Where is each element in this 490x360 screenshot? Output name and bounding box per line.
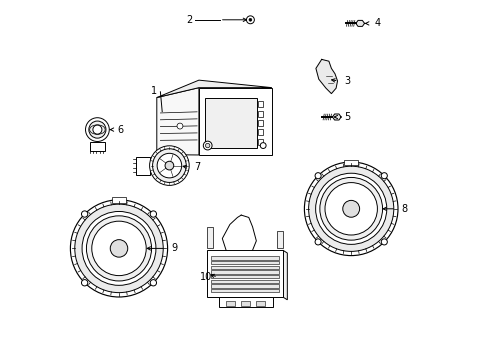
Bar — [199, 88, 272, 155]
Text: 8: 8 — [402, 204, 408, 214]
Circle shape — [315, 173, 321, 179]
Circle shape — [203, 141, 212, 150]
Polygon shape — [316, 59, 338, 94]
Circle shape — [81, 211, 88, 217]
Bar — [226, 301, 235, 306]
Bar — [207, 227, 213, 248]
Circle shape — [309, 166, 394, 251]
Circle shape — [381, 173, 387, 179]
Circle shape — [71, 200, 168, 297]
Circle shape — [177, 123, 183, 129]
Circle shape — [150, 211, 156, 217]
Text: 10: 10 — [200, 272, 213, 282]
Circle shape — [165, 161, 174, 170]
Bar — [211, 275, 279, 278]
Circle shape — [93, 125, 102, 134]
Bar — [277, 231, 283, 248]
Circle shape — [325, 183, 377, 235]
Bar — [205, 98, 257, 148]
Circle shape — [86, 216, 151, 281]
Bar — [211, 289, 279, 292]
Circle shape — [81, 280, 88, 286]
Circle shape — [316, 173, 387, 244]
Circle shape — [381, 239, 387, 245]
Text: 9: 9 — [171, 243, 177, 253]
Bar — [219, 297, 273, 307]
Bar — [112, 197, 126, 203]
Circle shape — [152, 149, 186, 183]
Bar — [211, 256, 279, 260]
Circle shape — [260, 143, 266, 148]
Text: 6: 6 — [117, 125, 123, 135]
Text: 1: 1 — [151, 86, 157, 96]
Circle shape — [92, 221, 146, 276]
Text: 2: 2 — [187, 15, 193, 25]
Bar — [211, 270, 279, 274]
Bar — [211, 261, 279, 264]
Circle shape — [75, 204, 163, 293]
Bar — [258, 139, 263, 145]
Circle shape — [157, 153, 182, 178]
Polygon shape — [157, 87, 199, 155]
Bar — [211, 284, 279, 288]
Circle shape — [150, 280, 156, 286]
Circle shape — [343, 201, 360, 217]
Circle shape — [315, 239, 321, 245]
Bar — [258, 129, 263, 135]
Circle shape — [246, 16, 254, 24]
Polygon shape — [157, 80, 272, 98]
Polygon shape — [283, 250, 287, 300]
Bar — [256, 301, 266, 306]
Bar — [211, 280, 279, 283]
Bar — [211, 266, 279, 269]
Bar — [258, 101, 263, 107]
Circle shape — [304, 162, 398, 256]
Circle shape — [82, 211, 156, 285]
Circle shape — [320, 177, 383, 240]
Circle shape — [249, 18, 252, 21]
Bar — [90, 142, 105, 151]
Circle shape — [89, 121, 106, 138]
Text: 4: 4 — [374, 18, 381, 28]
Text: 7: 7 — [195, 162, 201, 172]
Text: 5: 5 — [344, 112, 350, 122]
Bar — [258, 111, 263, 117]
Circle shape — [110, 240, 128, 257]
Circle shape — [149, 146, 189, 185]
Bar — [207, 250, 283, 297]
Circle shape — [205, 143, 210, 148]
Circle shape — [86, 118, 109, 141]
Polygon shape — [333, 114, 341, 120]
Bar — [136, 157, 149, 175]
Bar — [241, 301, 250, 306]
Polygon shape — [356, 21, 365, 26]
Bar — [344, 160, 358, 165]
Text: 3: 3 — [344, 76, 350, 86]
Bar — [258, 120, 263, 126]
